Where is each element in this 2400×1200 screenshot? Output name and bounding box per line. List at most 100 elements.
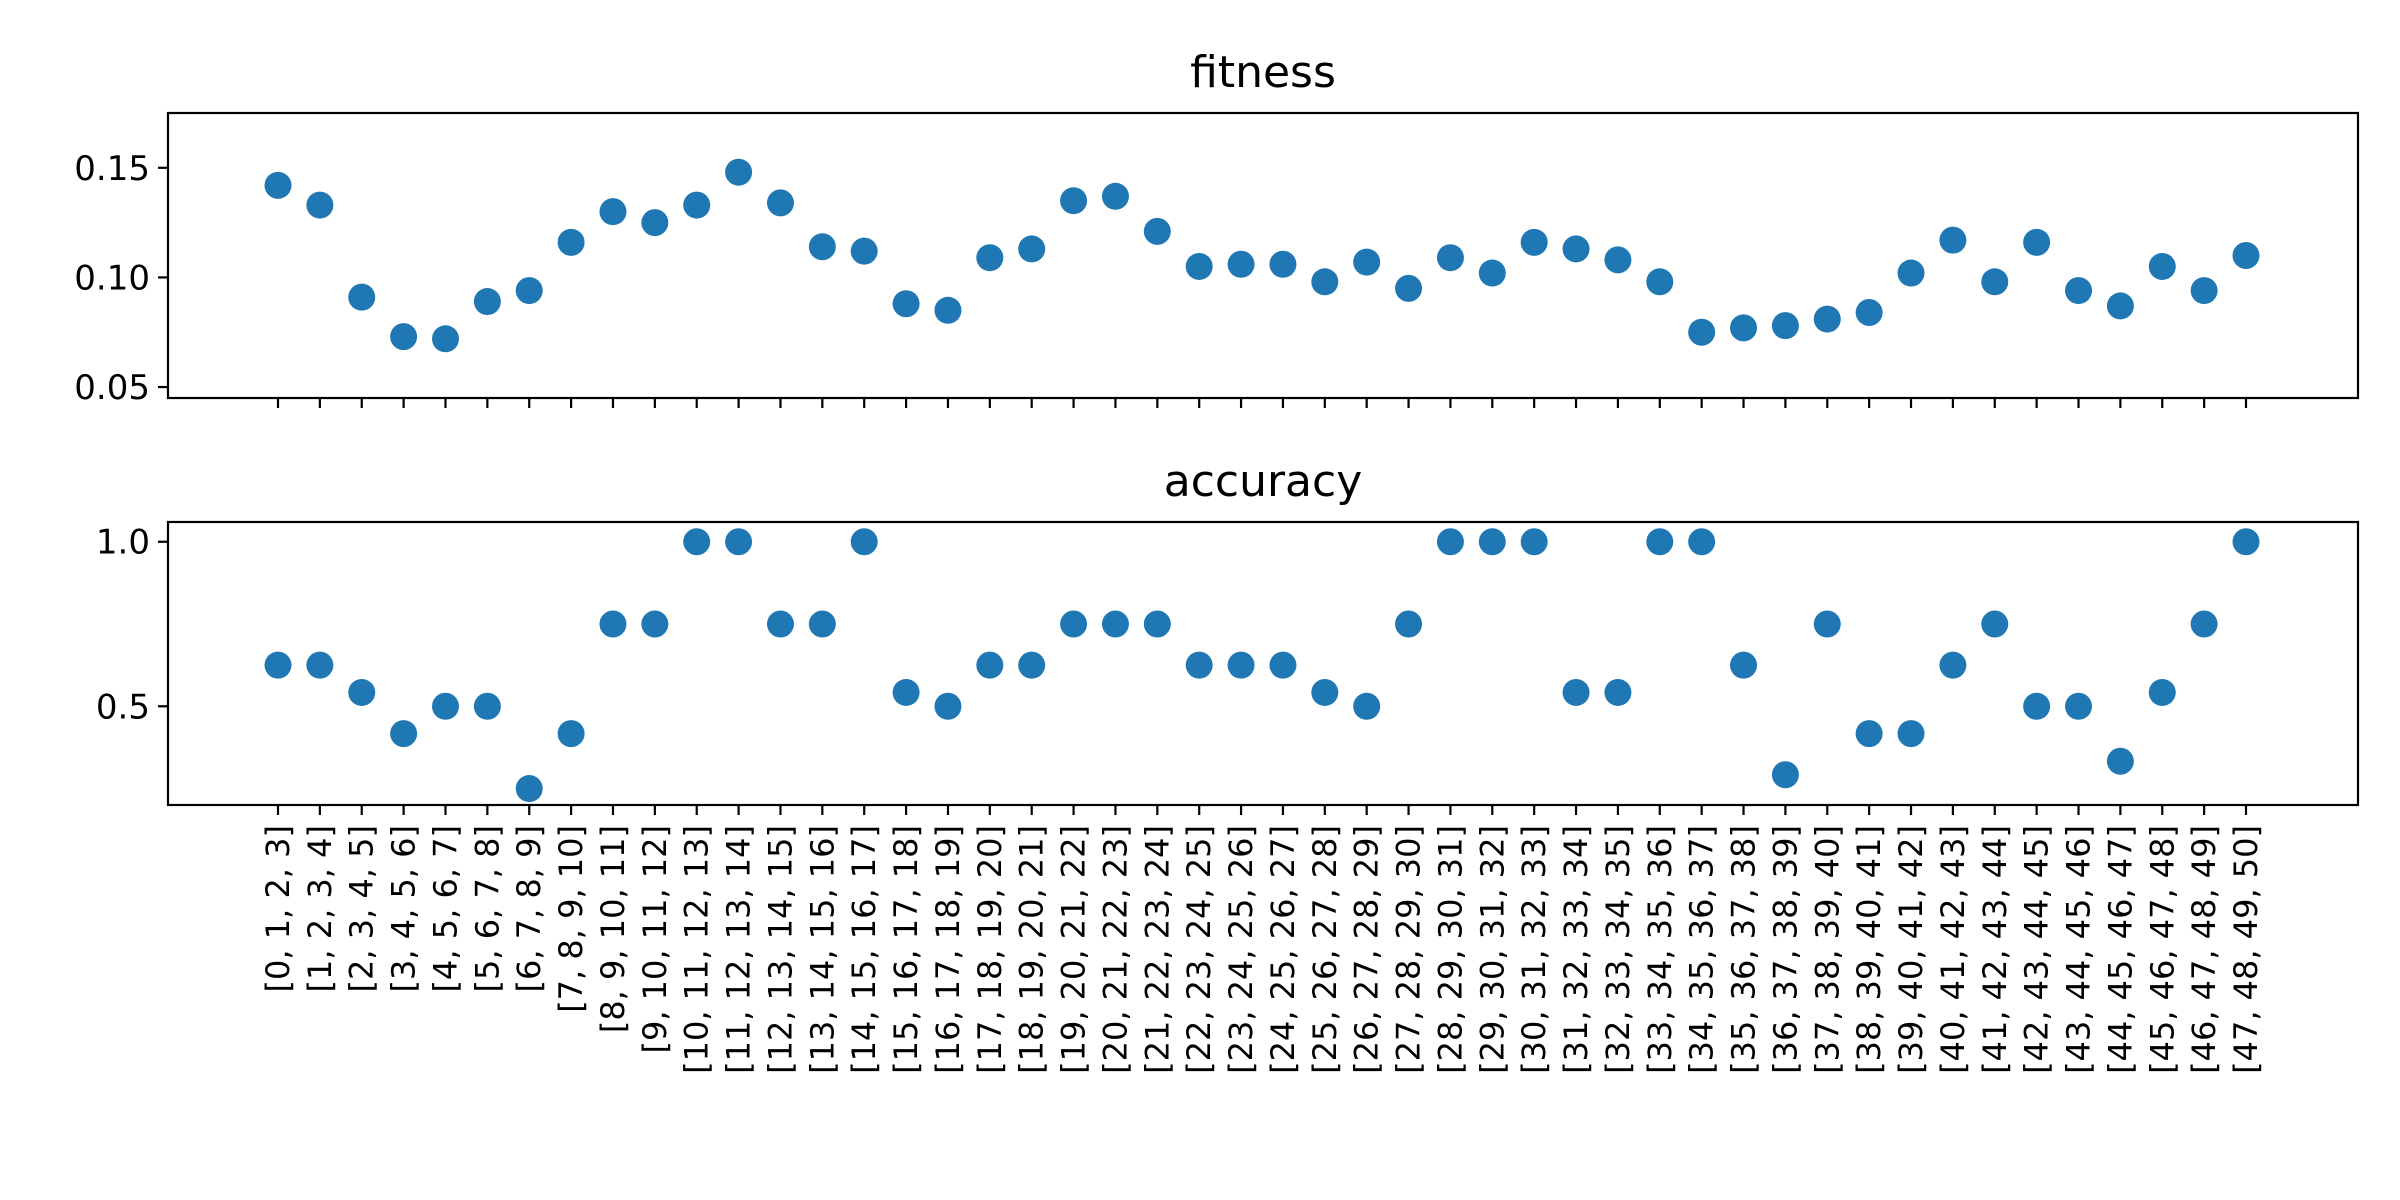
accuracy-point	[1646, 528, 1674, 556]
fitness-point	[599, 198, 627, 226]
fitness-point	[1855, 299, 1883, 326]
xtick-label: [20, 21, 22, 23]	[1096, 825, 1134, 1074]
accuracy-point	[976, 651, 1004, 679]
xtick-label: [22, 23, 24, 25]	[1180, 825, 1218, 1074]
accuracy-point	[557, 720, 585, 748]
xtick-label: [0, 1, 2, 3]	[259, 825, 297, 992]
accuracy-point	[390, 720, 418, 748]
accuracy-point	[1604, 678, 1632, 706]
fitness-point	[2232, 242, 2260, 269]
accuracy-point	[1939, 651, 1967, 679]
fitness-point	[515, 277, 543, 305]
accuracy-point	[1227, 651, 1255, 679]
fitness-ytick-label: 0.10	[74, 258, 150, 298]
xtick-label: [27, 28, 29, 30]	[1390, 825, 1428, 1074]
accuracy-point	[1269, 651, 1297, 679]
xtick-label: [40, 41, 42, 43]	[1934, 825, 1972, 1074]
xtick-label: [14, 15, 16, 17]	[845, 825, 883, 1074]
accuracy-point	[1436, 528, 1464, 556]
fitness-point	[976, 244, 1004, 272]
fitness-point	[1060, 187, 1088, 215]
xtick-label: [44, 45, 46, 47]	[2101, 825, 2139, 1074]
accuracy-point	[1520, 528, 1548, 556]
xtick-label: [29, 30, 31, 32]	[1473, 825, 1511, 1074]
xtick-label: [42, 43, 44, 45]	[2018, 825, 2056, 1074]
fitness-subplot: fitness 0.05 0.10 0.15	[74, 47, 2360, 408]
fitness-point	[348, 283, 376, 311]
fitness-point	[1813, 305, 1841, 333]
fitness-point	[1143, 217, 1171, 245]
fitness-x-axis	[276, 398, 2248, 408]
fitness-point	[725, 158, 753, 186]
fitness-ytick-label: 0.15	[74, 149, 150, 189]
xtick-label: [11, 12, 13, 14]	[720, 825, 758, 1074]
fitness-points	[264, 158, 2260, 353]
accuracy-point	[766, 610, 794, 638]
fitness-axes-frame	[166, 111, 2360, 400]
fitness-point	[1604, 246, 1632, 274]
accuracy-point	[2232, 528, 2260, 556]
fitness-point	[2023, 228, 2051, 256]
fitness-y-axis: 0.05 0.10 0.15	[74, 149, 168, 408]
accuracy-point	[850, 528, 878, 556]
fitness-point	[264, 171, 292, 199]
fitness-point	[641, 209, 669, 237]
xtick-label: [17, 18, 19, 20]	[971, 825, 1009, 1074]
fitness-point	[1562, 235, 1590, 263]
xtick-label: [15, 16, 17, 18]	[887, 825, 925, 1074]
xtick-label: [26, 27, 28, 29]	[1348, 825, 1386, 1074]
accuracy-point	[599, 610, 627, 638]
fitness-point	[1730, 314, 1758, 342]
accuracy-point	[264, 651, 292, 679]
fitness-point	[2106, 292, 2134, 320]
fitness-point	[1688, 318, 1716, 346]
accuracy-point	[1060, 610, 1088, 638]
fitness-point	[306, 191, 334, 219]
accuracy-point	[725, 528, 753, 556]
accuracy-point	[1730, 651, 1758, 679]
xtick-label: [24, 25, 26, 27]	[1264, 825, 1302, 1074]
fitness-point	[1520, 228, 1548, 256]
fitness-point	[1939, 226, 1967, 254]
fitness-point	[1311, 268, 1339, 296]
accuracy-title: accuracy	[1164, 456, 1363, 507]
fitness-point	[683, 191, 711, 219]
fitness-point	[934, 296, 962, 324]
fitness-point	[1478, 259, 1506, 287]
xtick-label: [6, 7, 8, 9]	[510, 825, 548, 992]
accuracy-point	[1185, 651, 1213, 679]
fitness-point	[850, 237, 878, 265]
xtick-label: [32, 33, 34, 35]	[1599, 825, 1637, 1074]
xtick-label: [2, 3, 4, 5]	[343, 825, 381, 992]
accuracy-y-axis: 0.5 1.0	[96, 523, 168, 727]
fitness-point	[473, 288, 501, 316]
fitness-point	[1771, 312, 1799, 340]
xtick-label: [13, 14, 15, 16]	[803, 825, 841, 1074]
accuracy-point	[1478, 528, 1506, 556]
accuracy-point	[348, 678, 376, 706]
fitness-point	[2148, 252, 2176, 280]
xtick-label: [35, 36, 37, 38]	[1725, 825, 1763, 1074]
fitness-point	[390, 323, 418, 351]
fitness-point	[2065, 277, 2093, 305]
accuracy-subplot: accuracy 0.5 1.0 [0, 1, 2, 3] [1, 2, 3, 4]…	[96, 456, 2360, 1074]
xtick-label: [10, 11, 12, 13]	[678, 825, 716, 1074]
xtick-label: [21, 22, 23, 24]	[1138, 825, 1176, 1074]
xtick-label: [23, 24, 25, 26]	[1222, 825, 1260, 1074]
fitness-point	[1353, 248, 1381, 276]
xtick-label: [28, 29, 30, 31]	[1431, 825, 1469, 1074]
accuracy-point	[1395, 610, 1423, 638]
accuracy-point	[1311, 678, 1339, 706]
fitness-point	[892, 290, 920, 318]
xtick-label: [46, 47, 48, 49]	[2185, 825, 2223, 1074]
accuracy-point	[306, 651, 334, 679]
xtick-label: [34, 35, 36, 37]	[1683, 825, 1721, 1074]
xtick-label: [25, 26, 27, 28]	[1306, 825, 1344, 1074]
accuracy-point	[2023, 692, 2051, 720]
fitness-point	[808, 233, 836, 261]
xtick-label: [36, 37, 38, 39]	[1766, 825, 1804, 1074]
xtick-label: [37, 38, 39, 40]	[1808, 825, 1846, 1074]
xtick-label: [4, 5, 6, 7]	[426, 825, 464, 992]
accuracy-point	[1143, 610, 1171, 638]
